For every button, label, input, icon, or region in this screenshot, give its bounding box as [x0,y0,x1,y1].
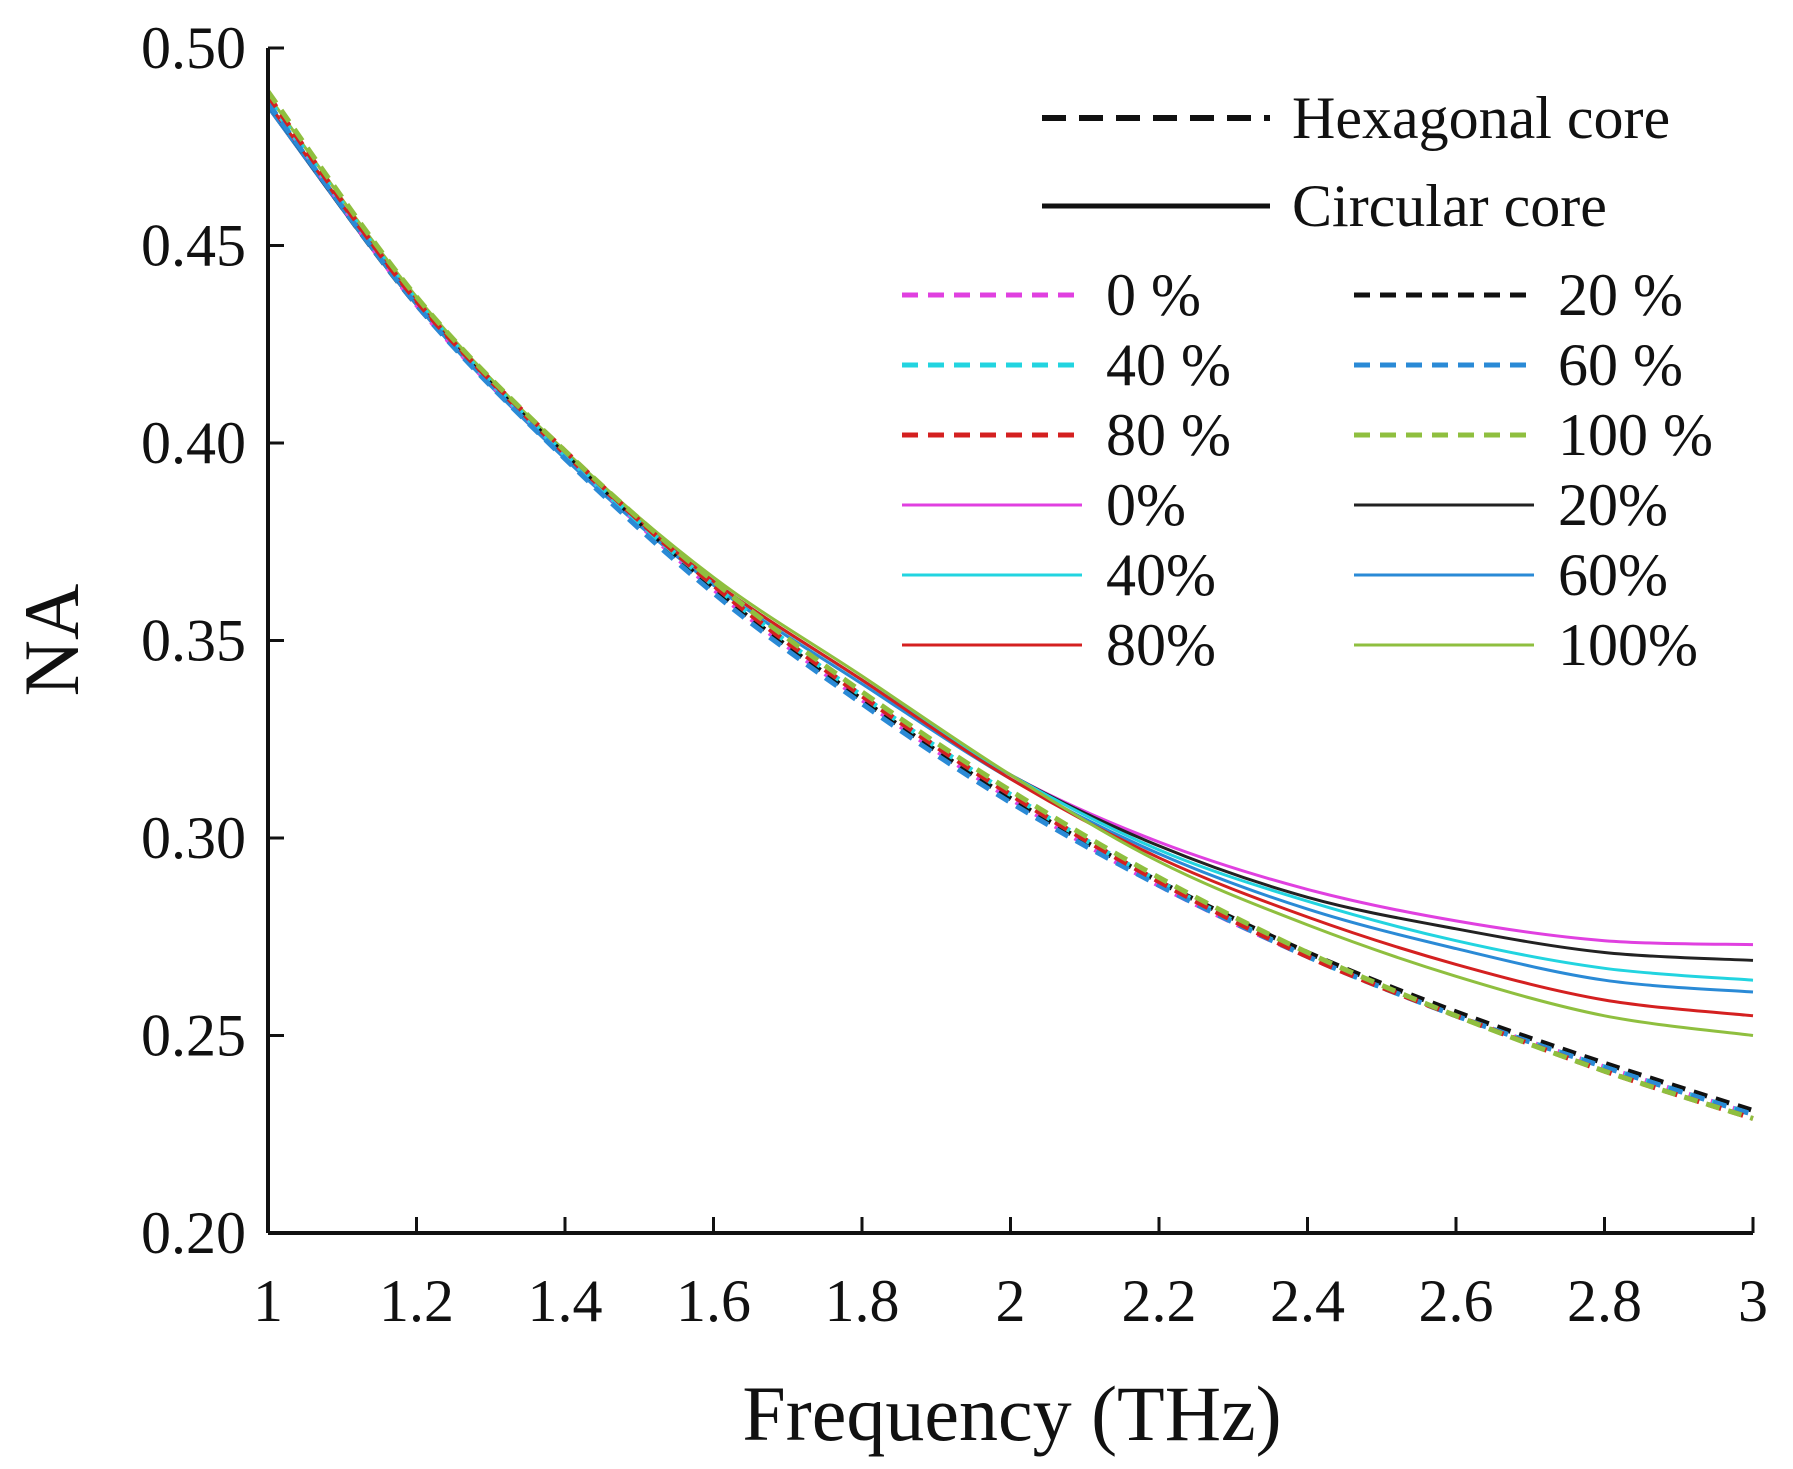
legend-label-hexagonal-80-pct: 80 % [1106,402,1231,468]
x-tick-label: 1.2 [379,1268,454,1334]
series-line-circular-80pct [266,102,1754,1018]
x-tick-label: 2.2 [1122,1268,1197,1334]
series-line-circular-100pct [266,94,1754,1037]
legend-label-hexagonal-core: Hexagonal core [1292,85,1670,151]
series-line-hexagonal-100-pct [265,90,1754,1121]
x-tick-label: 2.4 [1270,1268,1345,1334]
y-tick-label: 0.40 [141,410,246,476]
y-tick-label: 0.25 [141,1003,246,1069]
series-line-hexagonal-80-pct [265,93,1754,1121]
legend-label-hexagonal-60-pct: 60 % [1558,332,1683,398]
legend-label-circular-40pct: 40% [1106,542,1216,608]
series-line-hexagonal-40-pct [265,97,1754,1117]
y-axis-title: NA [8,584,95,697]
ticks-layer: 1 1.2 1.4 1.6 1.8 2 2.2 2.4 2.6 2.8 3 0.20 0.25 0.30 0… [141,15,1768,1334]
series-line-hexagonal-0-pct [265,97,1754,1117]
x-tick-label: 1.4 [528,1268,603,1334]
legend-label-circular-80pct: 80% [1106,612,1216,678]
y-tick-label: 0.50 [141,15,246,81]
x-tick-label: 1.8 [825,1268,900,1334]
legend-label-hexagonal-0-pct: 0 % [1106,262,1201,328]
legend-label-circular-60pct: 60% [1558,542,1668,608]
legend: Hexagonal core Circular core 0 % 20 % 40 % 60… [902,85,1713,678]
legend-label-circular-100pct: 100% [1558,612,1698,678]
series-line-hexagonal-20-pct [265,101,1754,1113]
series-line-hexagonal-60-pct [265,101,1754,1117]
x-tick-label: 2.8 [1567,1268,1642,1334]
legend-label-hexagonal-100-pct: 100 % [1558,402,1713,468]
y-tick-label: 0.30 [141,805,246,871]
x-axis-title: Frequency (THz) [742,1370,1281,1457]
series-line-circular-60pct [266,106,1754,994]
y-tick-label: 0.35 [141,608,246,674]
legend-label-hexagonal-20-pct: 20 % [1558,262,1683,328]
x-tick-label: 3 [1738,1268,1768,1334]
x-tick-label: 2.6 [1419,1268,1494,1334]
series-layer [265,90,1754,1121]
y-tick-label: 0.20 [141,1200,246,1266]
x-tick-label: 1 [253,1268,283,1334]
y-tick-label: 0.45 [141,213,246,279]
legend-label-circular-20pct: 20% [1558,472,1668,538]
x-tick-label: 2 [996,1268,1026,1334]
legend-label-circular-0pct: 0% [1106,472,1186,538]
legend-label-circular-core: Circular core [1292,173,1607,239]
legend-label-hexagonal-40-pct: 40 % [1106,332,1231,398]
x-tick-label: 1.6 [676,1268,751,1334]
